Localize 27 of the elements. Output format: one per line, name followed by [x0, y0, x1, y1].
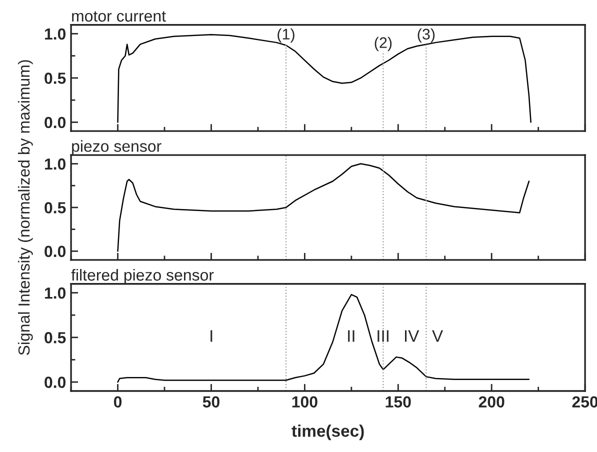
y-tick-label: 0.0 — [44, 376, 66, 388]
y-tick-label: 0.5 — [44, 202, 66, 214]
annotation: (1) — [278, 28, 294, 43]
chart-title: piezo sensor — [72, 140, 162, 156]
y-tick-label: 0.0 — [44, 116, 66, 128]
x-tick-label: 0 — [114, 396, 122, 408]
x-tick-label: 200 — [478, 396, 504, 408]
annotation: (3) — [418, 28, 435, 43]
x-tick-label: 100 — [292, 396, 318, 408]
y-tick-label: 0.5 — [44, 72, 66, 84]
annotation: IV — [404, 330, 420, 342]
annotation: V — [432, 330, 444, 342]
annotation: II — [348, 330, 354, 342]
x-axis-title: time(sec) — [292, 424, 364, 440]
annotation: I — [210, 330, 212, 342]
y-tick-label: 0.0 — [44, 246, 66, 258]
y-tick-label: 1.0 — [44, 28, 66, 40]
y-tick-label: 1.0 — [44, 158, 66, 170]
chart-title: motor current — [72, 11, 166, 22]
annotation: III — [378, 330, 388, 342]
x-tick-label: 150 — [386, 396, 411, 408]
chart-title: filtered piezo sensor — [71, 268, 214, 284]
annotation: (2) — [374, 36, 392, 52]
x-tick-label: 50 — [202, 396, 220, 408]
y-tick-label: 1.0 — [44, 287, 66, 299]
y-tick-label: 0.5 — [44, 332, 66, 344]
y-axis-title: Signal Intensity (normalized by maximum) — [18, 60, 33, 355]
